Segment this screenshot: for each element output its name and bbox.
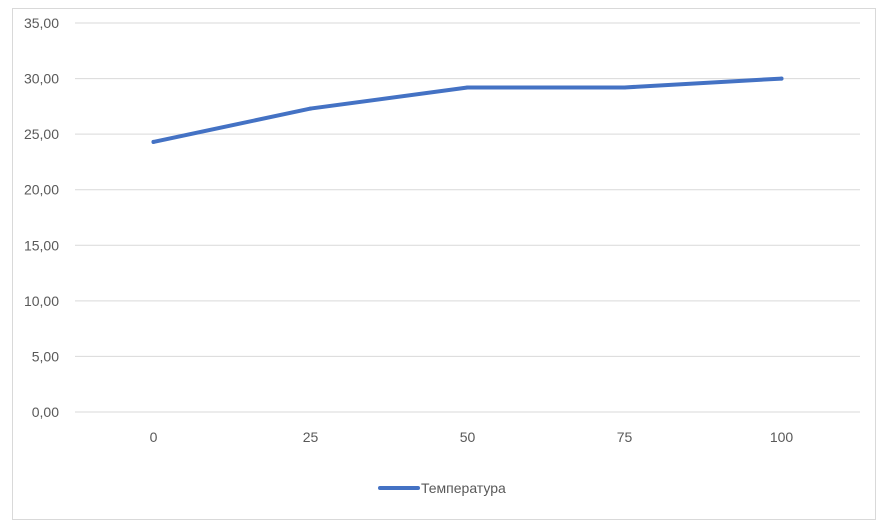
series-layer [151,76,784,144]
legend: Температура [378,480,506,496]
y-axis-tick-labels: 0,00 5,00 10,00 15,00 20,00 25,00 30,00 35,00 [24,15,59,420]
y-tick-label: 0,00 [32,404,59,420]
y-tick-label: 5,00 [32,348,59,364]
y-tick-label: 25,00 [24,126,59,142]
x-tick-label: 50 [460,429,476,445]
x-tick-label: 0 [150,429,158,445]
chart-frame [12,8,876,520]
y-tick-label: 10,00 [24,293,59,309]
x-tick-label: 75 [617,429,633,445]
y-tick-label: 20,00 [24,182,59,198]
gridlines [75,22,860,413]
x-tick-label: 100 [770,429,794,445]
x-tick-label: 25 [303,429,319,445]
y-tick-label: 30,00 [24,71,59,87]
legend-label-temperature: Температура [421,480,506,496]
y-tick-label: 35,00 [24,15,59,31]
y-tick-label: 15,00 [24,237,59,253]
x-axis-tick-labels: 0 25 50 75 100 [150,429,794,445]
data-point [465,85,470,90]
data-point [308,106,313,111]
data-point [151,139,156,144]
data-point [779,76,784,81]
data-point [622,85,627,90]
